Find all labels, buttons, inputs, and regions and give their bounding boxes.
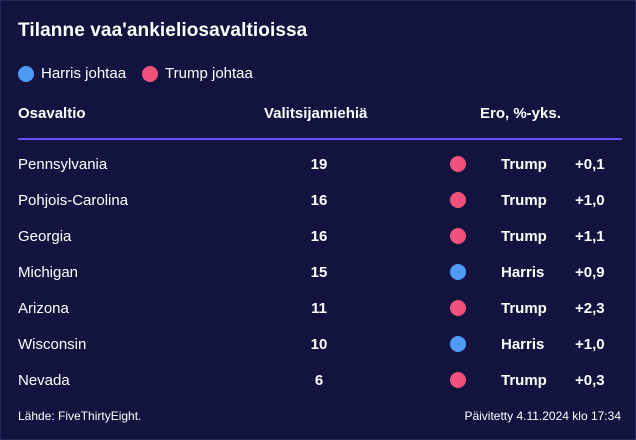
leader-dot-icon [450,300,466,316]
legend: Harris johtaa Trump johtaa [18,65,269,82]
source-note: Lähde: FiveThirtyEight. [18,409,142,423]
state-name: Michigan [18,264,79,281]
leader-dot-icon [450,156,466,172]
electors-count: 15 [310,264,328,281]
margin-value: +0,9 [575,264,605,281]
electors-count: 11 [311,300,327,317]
column-header-electors: Valitsijamiehiä [264,105,368,122]
table-row: Pennsylvania 19 Trump +0,1 [1,147,636,183]
leader-name: Harris [501,336,545,353]
leader-name: Harris [501,264,545,281]
electors-count: 16 [310,228,328,245]
leader-name: Trump [501,228,547,245]
margin-value: +1,1 [575,228,605,245]
table-body: Pennsylvania 19 Trump +0,1 Pohjois-Carol… [1,147,636,399]
state-name: Pohjois-Carolina [18,192,129,209]
header-divider [18,138,622,140]
leader-name: Trump [501,156,547,173]
trump-dot-icon [142,65,159,82]
column-header-state: Osavaltio [18,105,86,122]
state-name: Pennsylvania [18,156,108,173]
margin-value: +1,0 [575,192,605,209]
table-header: Osavaltio Valitsijamiehiä Ero, %-yks. [1,105,636,127]
table-row: Nevada 6 Trump +0,3 [1,363,636,399]
margin-value: +2,3 [575,300,605,317]
table-row: Pohjois-Carolina 16 Trump +1,0 [1,183,636,219]
legend-label-harris: Harris johtaa [41,65,127,82]
electors-count: 19 [310,156,328,173]
table-row: Michigan 15 Harris +0,9 [1,255,636,291]
leader-dot-icon [450,264,466,280]
leader-name: Trump [501,192,547,209]
leader-dot-icon [450,372,466,388]
state-name: Georgia [18,228,72,245]
leader-dot-icon [450,336,466,352]
state-name: Wisconsin [18,336,87,353]
electors-count: 16 [310,192,328,209]
electors-count: 10 [310,336,328,353]
leader-name: Trump [501,372,547,389]
updated-timestamp: Päivitetty 4.11.2024 klo 17:34 [464,409,621,423]
table-row: Wisconsin 10 Harris +1,0 [1,327,636,363]
leader-name: Trump [501,300,547,317]
legend-item-harris: Harris johtaa [18,65,126,82]
legend-label-trump: Trump johtaa [165,65,253,82]
leader-dot-icon [450,228,466,244]
leader-dot-icon [450,192,466,208]
state-name: Nevada [18,372,70,389]
column-header-margin: Ero, %-yks. [480,105,561,122]
margin-value: +0,3 [575,372,605,389]
margin-value: +0,1 [575,156,605,173]
table-row: Arizona 11 Trump +2,3 [1,291,636,327]
table-row: Georgia 16 Trump +1,1 [1,219,636,255]
margin-value: +1,0 [575,336,605,353]
state-name: Arizona [18,300,69,317]
electors-count: 6 [314,372,324,389]
harris-dot-icon [18,65,34,82]
page-title: Tilanne vaa'ankieliosavaltioissa [18,20,308,41]
legend-item-trump: Trump johtaa [142,65,253,82]
